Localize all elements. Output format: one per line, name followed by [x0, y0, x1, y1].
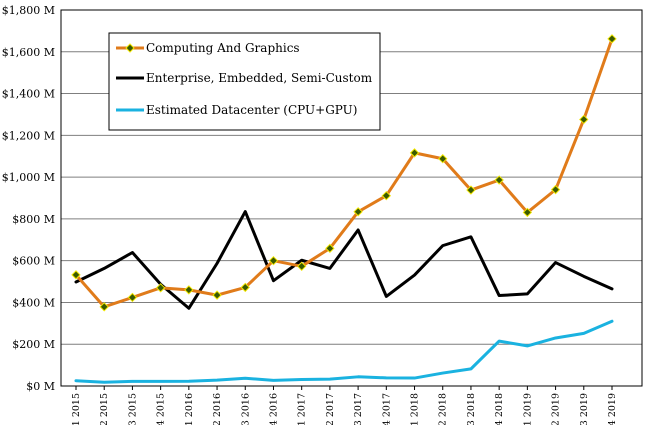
- x-tick-label: Q2 2015: [99, 393, 110, 425]
- data-point: [579, 114, 589, 125]
- legend-label: Enterprise, Embedded, Semi-Custom: [146, 71, 373, 85]
- x-tick-label: Q2 2016: [212, 393, 223, 425]
- data-point: [240, 282, 250, 293]
- x-tick-label: Q1 2017: [297, 393, 308, 425]
- data-point: [99, 302, 109, 312]
- data-point: [438, 154, 448, 164]
- y-tick-label: $1,600 M: [2, 46, 55, 59]
- data-point: [409, 148, 420, 158]
- x-tick-label: Q4 2017: [381, 393, 392, 425]
- data-point: [71, 270, 81, 280]
- data-point: [155, 283, 166, 293]
- y-tick-label: $1,200 M: [2, 129, 55, 142]
- x-tick-label: Q3 2015: [127, 393, 138, 425]
- x-tick-label: Q4 2018: [494, 393, 505, 425]
- y-axis: $0 M $200 M $400 M $600 M $800 M $1,000 M $1,2…: [2, 4, 55, 393]
- legend-label: Estimated Datacenter (CPU+GPU): [146, 103, 357, 117]
- x-tick-label: Q3 2019: [579, 393, 590, 425]
- x-tick-label: Q3 2017: [353, 393, 364, 425]
- series-line: [74, 319, 614, 384]
- x-tick-label: Q3 2016: [240, 393, 251, 425]
- x-tick-label: Q1 2019: [522, 393, 533, 425]
- y-tick-label: $400 M: [12, 296, 55, 309]
- y-tick-label: $1,400 M: [2, 88, 55, 101]
- legend-marker: [125, 43, 135, 53]
- data-point: [522, 207, 533, 218]
- plot-frame: [60, 9, 643, 387]
- x-axis: Q1 2015 Q2 2015 Q3 2015 Q4 2015 Q1 2016 Q2 20…: [71, 386, 618, 425]
- y-tick-label: $1,800 M: [2, 4, 55, 17]
- data-point: [607, 34, 617, 44]
- series-line: [74, 37, 614, 309]
- data-point: [466, 185, 476, 195]
- x-tick-label: Q2 2019: [551, 393, 562, 425]
- data-point: [184, 285, 194, 295]
- legend-box: [108, 32, 381, 131]
- legend: Computing And Graphics Enterprise, Embedd…: [108, 32, 381, 131]
- x-tick-label: Q4 2016: [268, 393, 279, 425]
- data-point: [268, 255, 279, 266]
- data-point: [325, 243, 335, 254]
- data-point: [212, 290, 222, 300]
- series-group: [71, 34, 617, 384]
- data-point: [494, 175, 504, 185]
- data-point: [353, 207, 363, 217]
- data-point: [127, 292, 138, 303]
- data-point: [381, 190, 392, 201]
- y-tick-label: $200 M: [12, 338, 55, 351]
- data-point: [550, 184, 561, 195]
- x-tick-label: Q4 2019: [607, 393, 618, 425]
- x-tick-label: Q4 2015: [156, 393, 167, 425]
- y-tick-label: $800 M: [12, 213, 55, 226]
- x-tick-label: Q3 2018: [466, 393, 477, 425]
- y-tick-label: $600 M: [12, 255, 55, 268]
- legend-label: Computing And Graphics: [146, 41, 300, 55]
- x-tick-label: Q2 2018: [438, 393, 449, 425]
- y-tick-label: $1,000 M: [2, 171, 55, 184]
- x-tick-label: Q1 2015: [71, 393, 82, 425]
- x-tick-label: Q2 2017: [325, 393, 336, 425]
- x-tick-label: Q1 2016: [184, 393, 195, 425]
- x-tick-label: Q1 2018: [410, 393, 421, 425]
- y-tick-label: $0 M: [26, 380, 55, 393]
- data-point: [296, 261, 307, 272]
